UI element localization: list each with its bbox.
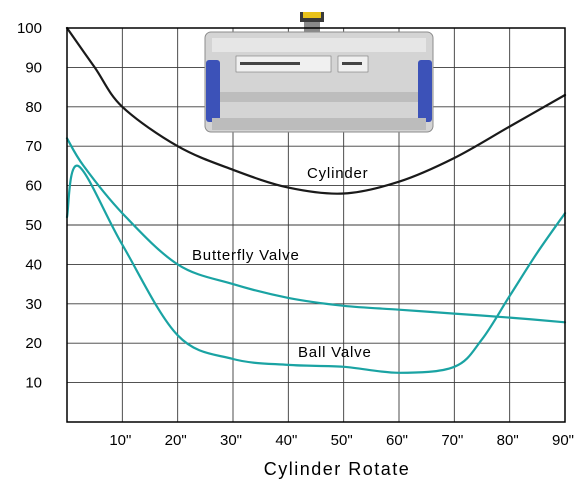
y-tick-label: 40 bbox=[25, 256, 42, 273]
y-tick-label: 50 bbox=[25, 217, 42, 234]
y-tick-label: 30 bbox=[25, 296, 42, 313]
y-tick-label: 20 bbox=[25, 335, 42, 352]
plot-frame bbox=[66, 27, 566, 423]
series-line-butterfly-valve bbox=[65, 137, 567, 324]
x-tick-label: 30" bbox=[220, 432, 242, 449]
series-label-ball-valve: Ball Valve bbox=[298, 344, 372, 361]
x-axis-ticks: 10" 20" 30" 40" 50" 60" 70" 80" 90" bbox=[109, 432, 574, 449]
x-tick-label: 80" bbox=[497, 432, 519, 449]
series-label-butterfly-valve: Butterfly Valve bbox=[192, 247, 300, 264]
x-tick-label: 40" bbox=[275, 432, 297, 449]
x-tick-label: 90" bbox=[552, 432, 574, 449]
x-tick-label: 10" bbox=[109, 432, 131, 449]
y-tick-label: 70 bbox=[25, 138, 42, 155]
x-axis-label: Cylinder Rotate bbox=[264, 459, 411, 479]
y-tick-label: 80 bbox=[25, 99, 42, 116]
y-tick-label: 60 bbox=[25, 178, 42, 195]
series-line-ball-valve bbox=[65, 164, 567, 374]
x-tick-label: 50" bbox=[331, 432, 353, 449]
actuator-photo bbox=[204, 12, 434, 133]
x-tick-label: 60" bbox=[386, 432, 408, 449]
series-line-cylinder bbox=[65, 26, 567, 195]
series-label-cylinder: Cylinder bbox=[307, 165, 368, 182]
y-tick-label: 90 bbox=[25, 59, 42, 76]
series-layer bbox=[65, 26, 567, 374]
x-tick-label: 70" bbox=[441, 432, 463, 449]
y-tick-label: 100 bbox=[17, 20, 42, 37]
y-axis-ticks: 10 20 30 40 50 60 70 80 90 100 bbox=[17, 20, 42, 392]
x-tick-label: 20" bbox=[165, 432, 187, 449]
y-tick-label: 10 bbox=[25, 375, 42, 392]
